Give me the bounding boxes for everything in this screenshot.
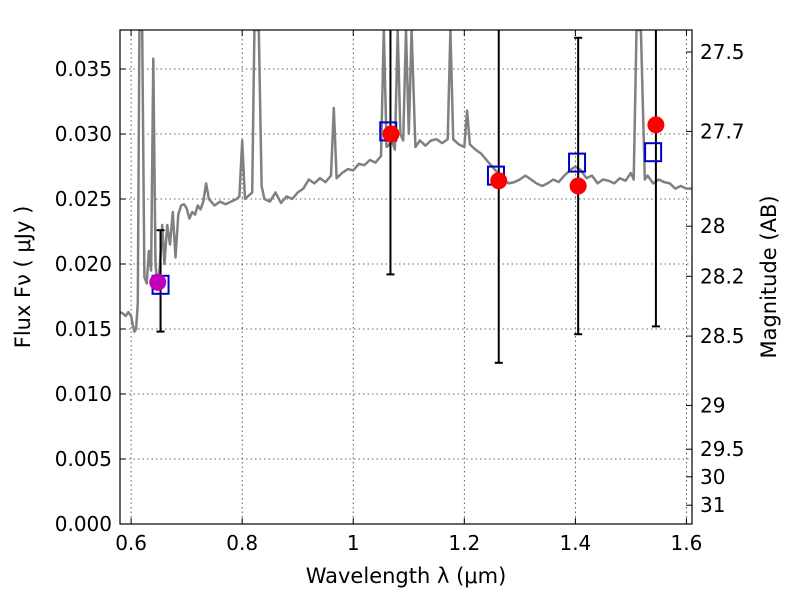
x-tick-label: 0.8 (226, 531, 258, 555)
y2-tick-label: 31 (700, 493, 725, 517)
observed-flux-markers (149, 116, 665, 291)
model-spectrum-line (120, 30, 692, 333)
x-axis-title: Wavelength λ (μm) (306, 564, 507, 588)
y-tick-label: 0.025 (55, 187, 112, 211)
y2-tick-label: 28.5 (700, 324, 745, 348)
y-axis-title: Flux Fν ( μJy ) (11, 206, 35, 349)
y-tick-label: 0.020 (55, 252, 112, 276)
y-tick-label: 0.035 (55, 57, 112, 81)
x-tick-label: 1.4 (559, 531, 591, 555)
observed-flux-point (382, 125, 400, 143)
model-spectrum (120, 30, 692, 333)
x-tick-label: 0.6 (115, 531, 147, 555)
y2-tick-label: 29.5 (700, 437, 745, 461)
y2-tick-label: 30 (700, 465, 725, 489)
x-tick-label: 1.6 (671, 531, 703, 555)
plot-frame (119, 29, 693, 525)
right-axis-title: Magnitude (AB) (757, 195, 781, 358)
y-tick-label: 0.010 (55, 382, 112, 406)
y-tick-label: 0.015 (55, 317, 112, 341)
y-tick-label: 0.030 (55, 122, 112, 146)
observed-flux-point (569, 177, 587, 195)
right-magnitude-axis-ticks: 27.5 27.7 28 28.2 28.5 29 29.5 30 31 (686, 40, 745, 517)
x-tick-label: 1 (347, 531, 360, 555)
y2-tick-label: 28.2 (700, 264, 745, 288)
y2-tick-label: 29 (700, 393, 725, 417)
y2-tick-label: 27.5 (700, 40, 745, 64)
y2-tick-label: 28 (700, 214, 725, 238)
model-bandpass-square (644, 142, 663, 163)
x-tick-label: 1.2 (448, 531, 480, 555)
observed-flux-point (490, 172, 508, 190)
y2-tick-label: 27.7 (700, 119, 745, 143)
y-axis-ticks: 0.000 0.005 0.010 0.015 0.020 0.025 0.030 0.035 (55, 57, 126, 536)
model-bandpass-markers (151, 121, 663, 295)
x-axis-ticks: 0.6 0.8 1 1.2 1.4 1.6 (115, 30, 702, 555)
observed-flux-point (149, 273, 167, 291)
y-tick-label: 0.000 (55, 512, 112, 536)
model-bandpass-square (568, 152, 587, 173)
y-tick-label: 0.005 (55, 447, 112, 471)
grid-lines (120, 30, 692, 525)
observed-flux-point (647, 116, 665, 134)
